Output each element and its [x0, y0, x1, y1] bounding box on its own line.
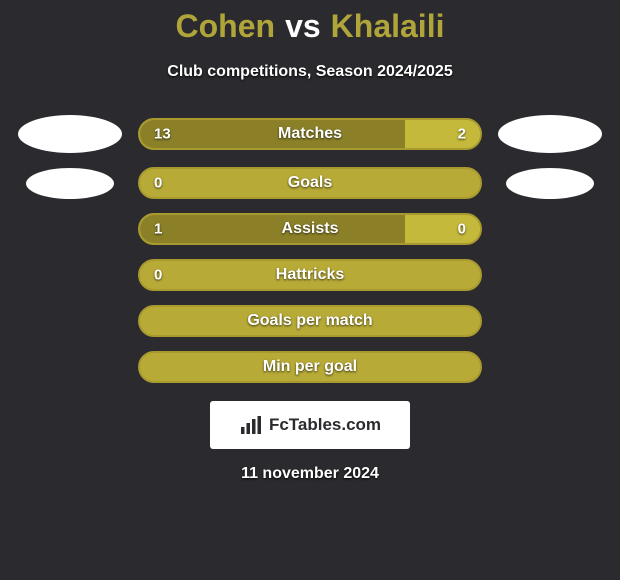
- stat-bar: Hattricks 0: [138, 259, 482, 291]
- stat-row: Min per goal: [0, 351, 620, 383]
- stat-label: Min per goal: [263, 358, 357, 376]
- date: 11 november 2024: [241, 465, 379, 483]
- stat-value-right: 0: [458, 221, 466, 238]
- stat-bar: Min per goal: [138, 351, 482, 383]
- player-avatar-right: [506, 168, 594, 199]
- stat-value-right: 2: [458, 126, 466, 143]
- title-player1: Cohen: [176, 8, 276, 45]
- logo-box: FcTables.com: [210, 401, 410, 449]
- stat-bar: Matches 13 2: [138, 118, 482, 150]
- avatar-col-right: [494, 115, 606, 153]
- bar-chart-icon: [239, 416, 263, 434]
- stat-row: Assists 1 0: [0, 213, 620, 245]
- subtitle: Club competitions, Season 2024/2025: [167, 63, 452, 81]
- bar-fill-left: [140, 120, 405, 148]
- comparison-card: Cohen vs Khalaili Club competitions, Sea…: [0, 0, 620, 483]
- stat-bar: Goals per match: [138, 305, 482, 337]
- bar-fill-right: [405, 215, 480, 243]
- bar-fill-right: [405, 120, 480, 148]
- player-avatar-right: [498, 115, 602, 153]
- stat-row: Matches 13 2: [0, 115, 620, 153]
- stat-label: Matches: [278, 125, 342, 143]
- stat-row: Goals per match: [0, 305, 620, 337]
- avatar-col-right: [494, 168, 606, 199]
- stat-label: Goals: [288, 174, 332, 192]
- avatar-col-left: [14, 168, 126, 199]
- stat-label: Hattricks: [276, 266, 344, 284]
- stat-rows: Matches132Goals0Assists10Hattricks0Goals…: [0, 115, 620, 383]
- title-player2: Khalaili: [331, 8, 445, 45]
- stat-value-left: 13: [154, 126, 171, 143]
- logo-text: FcTables.com: [269, 415, 381, 435]
- avatar-col-left: [14, 115, 126, 153]
- stat-value-left: 0: [154, 175, 162, 192]
- bar-fill-left: [140, 215, 405, 243]
- player-avatar-left: [26, 168, 114, 199]
- title-row: Cohen vs Khalaili: [176, 8, 445, 45]
- stat-bar: Goals 0: [138, 167, 482, 199]
- player-avatar-left: [18, 115, 122, 153]
- stat-label: Goals per match: [247, 312, 372, 330]
- stat-row: Hattricks 0: [0, 259, 620, 291]
- stat-value-left: 0: [154, 267, 162, 284]
- stat-bar: Assists 1 0: [138, 213, 482, 245]
- stat-label: Assists: [282, 220, 339, 238]
- title-vs: vs: [285, 8, 321, 45]
- stat-row: Goals 0: [0, 167, 620, 199]
- stat-value-left: 1: [154, 221, 162, 238]
